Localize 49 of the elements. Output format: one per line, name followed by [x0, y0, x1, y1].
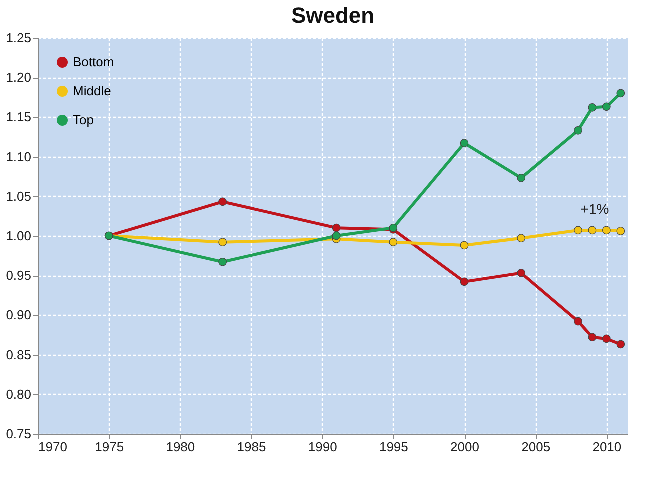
y-tick-label: 1.10	[6, 149, 32, 164]
point	[574, 317, 582, 326]
point	[460, 241, 469, 250]
point	[460, 139, 469, 148]
y-tick-label: 0.80	[6, 386, 32, 402]
point	[574, 126, 582, 135]
point	[588, 104, 597, 112]
point	[218, 198, 227, 206]
x-tick-label: 2005	[522, 440, 551, 454]
x-tick-label: 1985	[237, 440, 266, 454]
point	[602, 226, 611, 235]
point	[588, 333, 597, 342]
y-tick-label: 1.25	[6, 30, 32, 46]
x-tick-label: 1970	[38, 440, 68, 454]
point	[616, 89, 626, 98]
chart-title: Sweden	[291, 3, 375, 28]
y-tick-label: 1.20	[6, 70, 32, 86]
y-tick-label: 1.15	[6, 110, 32, 125]
x-tick-label: 2010	[592, 440, 622, 454]
y-tick-label: 1.05	[6, 188, 32, 204]
x-tick-label: 1975	[95, 440, 124, 454]
point	[460, 278, 469, 286]
legend-label: Middle	[73, 84, 112, 98]
point	[616, 227, 626, 236]
y-tick-label: 0.75	[6, 426, 32, 442]
point	[616, 340, 626, 349]
point	[517, 234, 526, 243]
legend-label: Top	[73, 112, 94, 128]
y-tick-label: 1.00	[6, 228, 32, 244]
legend-label: Bottom	[73, 54, 114, 70]
x-tick-label: 2000	[450, 440, 480, 454]
point	[517, 174, 526, 182]
y-tick-label: 0.85	[6, 347, 32, 362]
x-tick-label: 1990	[308, 440, 338, 454]
point	[602, 334, 611, 344]
point	[517, 269, 526, 278]
point	[218, 238, 227, 246]
x-tick-label: 1980	[166, 440, 196, 454]
point	[602, 102, 611, 112]
point	[332, 224, 341, 232]
x-tick-label: 1995	[379, 440, 408, 454]
annotation: +1%	[580, 201, 610, 217]
point	[332, 232, 341, 240]
point	[574, 226, 582, 235]
y-tick-label: 0.90	[6, 308, 32, 323]
point	[218, 258, 227, 266]
point	[588, 226, 597, 235]
point	[389, 238, 398, 246]
y-tick-label: 0.95	[6, 268, 32, 284]
